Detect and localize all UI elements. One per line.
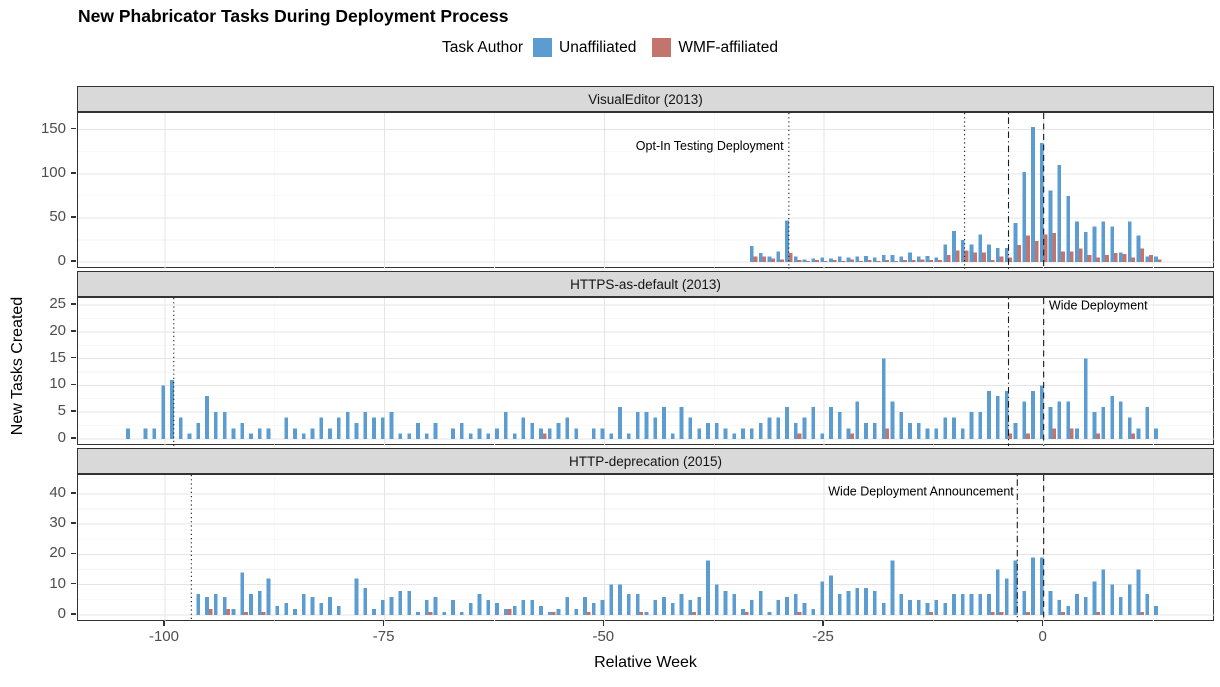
y-tick-label: 50 [49, 207, 66, 225]
bars-wmf-affiliated [208, 608, 1145, 616]
facet-panel-svg: Wide Deployment Announcement [78, 475, 1215, 622]
y-tick-mark [71, 172, 76, 174]
legend-entry-wmf: WMF-affiliated [652, 38, 778, 57]
bars-wmf-affiliated [542, 428, 1136, 440]
y-tick-label: 30 [49, 514, 66, 532]
facet-strip-label: HTTP-deprecation (2015) [568, 453, 723, 469]
legend: Task Author Unaffiliated WMF-affiliated [0, 38, 1220, 57]
y-tick-mark [71, 330, 76, 332]
y-tick-label: 10 [49, 375, 66, 393]
chart-title: New Phabricator Tasks During Deployment … [78, 6, 509, 26]
facet-strip-label: VisualEditor (2013) [588, 91, 703, 107]
facet-panel: Opt-In Testing Deployment [77, 112, 1215, 269]
wmf-affiliated-swatch [652, 38, 672, 57]
y-tick-mark [71, 552, 76, 555]
x-tick-mark [1041, 621, 1044, 626]
facet-strip-label: HTTPS-as-default (2013) [570, 276, 721, 292]
facet-strip: VisualEditor (2013) [77, 86, 1214, 112]
x-tick-mark [163, 621, 165, 626]
bars-unaffiliated [749, 127, 1158, 262]
y-tick-label: 10 [49, 574, 66, 592]
y-tick-label: 20 [49, 321, 66, 339]
legend-entry-unaffiliated: Unaffiliated [533, 38, 636, 57]
gridlines [78, 475, 1215, 622]
y-tick-label: 0 [57, 251, 66, 269]
x-tick-label: -100 [148, 628, 179, 645]
annotation-label: Wide Deployment [1049, 298, 1148, 312]
legend-label-wmf: WMF-affiliated [678, 38, 778, 56]
y-tick-label: 20 [49, 544, 66, 562]
y-tick-label: 5 [57, 402, 66, 420]
annotation-label: Opt-In Testing Deployment [636, 139, 784, 153]
y-tick-label: 0 [57, 605, 66, 623]
y-tick-label: 15 [49, 348, 66, 366]
y-tick-mark [71, 492, 76, 494]
legend-label-unaffiliated: Unaffiliated [559, 38, 637, 56]
facet-panel: Wide Deployment Announcement [77, 474, 1215, 622]
y-tick-mark [71, 216, 76, 218]
y-tick-mark [71, 383, 76, 386]
annotation-label: Wide Deployment Announcement [828, 484, 1014, 498]
legend-title: Task Author [442, 38, 524, 56]
y-tick-label: 40 [49, 483, 66, 501]
y-tick-label: 0 [57, 429, 66, 447]
y-tick-label: 25 [49, 294, 66, 312]
x-tick-mark [382, 621, 385, 626]
bars-unaffiliated [126, 358, 1158, 440]
x-tick-label: 0 [1038, 628, 1047, 645]
y-tick-mark [71, 613, 76, 615]
y-tick-mark [71, 582, 76, 585]
facet-panel-svg: Wide Deployment [78, 298, 1215, 446]
y-tick-mark [71, 437, 76, 439]
x-axis-title: Relative Week [594, 654, 697, 671]
y-tick-mark [71, 303, 76, 305]
y-tick-mark [71, 260, 76, 262]
facet-panel-svg: Opt-In Testing Deployment [78, 113, 1215, 269]
x-tick-label: -25 [812, 628, 834, 645]
unaffiliated-swatch [533, 38, 553, 57]
x-tick-mark [822, 621, 824, 626]
facet-strip: HTTP-deprecation (2015) [77, 448, 1214, 474]
bars-unaffiliated [196, 557, 1158, 616]
y-tick-mark [71, 522, 76, 524]
y-tick-mark [71, 127, 76, 130]
y-tick-mark [71, 356, 76, 359]
y-tick-label: 150 [40, 119, 66, 137]
y-tick-mark [71, 410, 76, 412]
facet-strip: HTTPS-as-default (2013) [77, 271, 1214, 297]
x-tick-label: -50 [592, 628, 615, 645]
x-tick-mark [602, 621, 605, 626]
facet-panel: Wide Deployment [77, 297, 1215, 446]
y-tick-label: 100 [40, 163, 66, 181]
x-tick-label: -75 [372, 628, 395, 645]
bars-wmf-affiliated [753, 232, 1162, 262]
